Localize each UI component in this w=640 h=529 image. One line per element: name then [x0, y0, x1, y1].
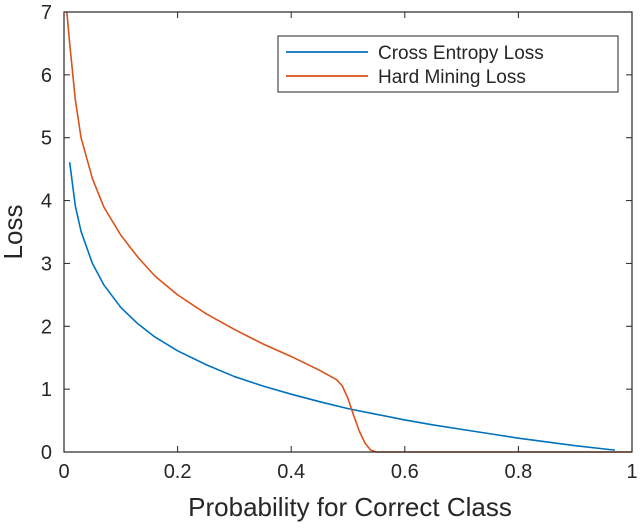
ticks: 0 0.2 0.4 0.6 0.8 1 0 1 2 3 4 5 6 7 — [41, 2, 638, 483]
x-tick-label: 0.4 — [277, 461, 305, 483]
x-tick-label: 0.8 — [504, 461, 532, 483]
y-tick-label: 5 — [41, 128, 52, 150]
y-tick-label: 4 — [41, 191, 52, 213]
y-tick-label: 3 — [41, 253, 52, 275]
x-tick-label: 0.6 — [391, 461, 419, 483]
y-axis-label: Loss — [0, 205, 28, 260]
legend-box — [277, 35, 619, 93]
x-tick-label: 0.2 — [164, 461, 192, 483]
legend: Cross Entropy Loss Hard Mining Loss — [277, 35, 619, 93]
y-tick-label: 0 — [41, 442, 52, 464]
y-tick-label: 1 — [41, 379, 52, 401]
legend-label-1: Hard Mining Loss — [378, 67, 526, 88]
x-tick-label: 1 — [626, 461, 637, 483]
series-line-0 — [68, 162, 616, 451]
y-tick-label: 7 — [41, 2, 52, 24]
x-tick-label: 0 — [58, 461, 69, 483]
y-tick-label: 2 — [41, 316, 52, 338]
legend-label-0: Cross Entropy Loss — [378, 43, 544, 64]
axes-box — [63, 11, 633, 453]
y-tick-label: 6 — [41, 65, 52, 87]
x-axis-label: Probability for Correct Class — [188, 492, 512, 522]
